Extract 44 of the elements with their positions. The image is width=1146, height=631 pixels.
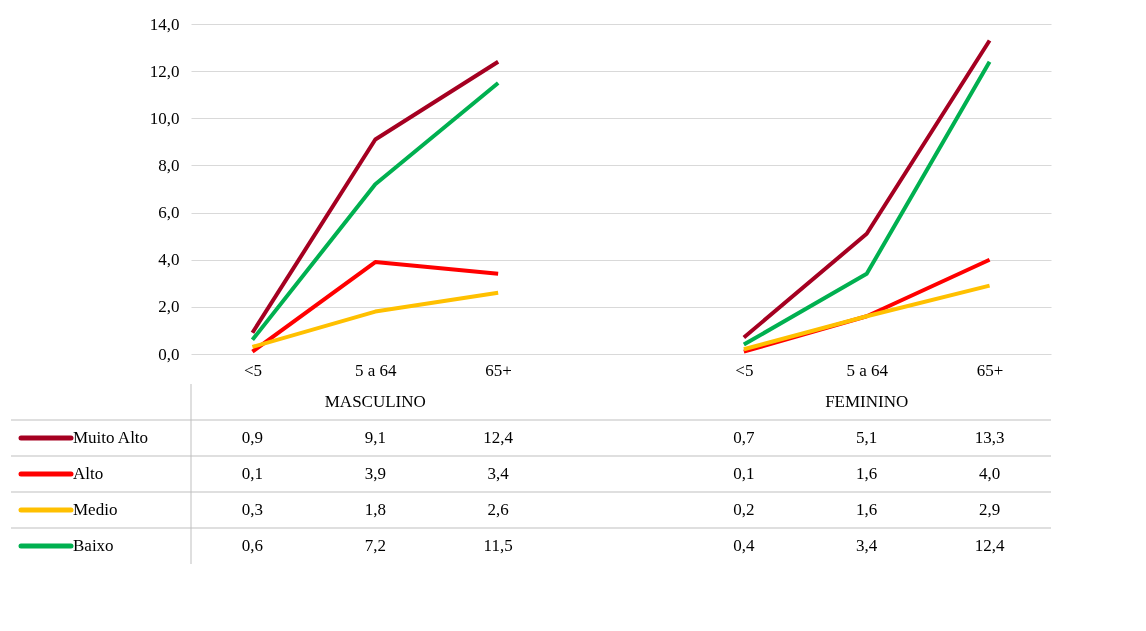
data-label: 11,5 [483,536,513,555]
x-tick-label: <5 [735,360,754,380]
data-label: 0,2 [733,500,755,519]
x-tick-label: 65+ [485,360,512,380]
data-label: 7,2 [364,536,386,555]
data-label: 5,1 [856,428,878,447]
x-tick-label: <5 [243,360,262,380]
data-label: 0,3 [241,500,264,519]
data-label: 2,6 [487,500,509,519]
data-label: 0,7 [733,428,755,447]
legend-label: Alto [73,464,104,483]
legend-label: Medio [73,500,118,519]
y-tick-label: 12,0 [149,61,180,81]
data-label: 0,1 [733,464,755,483]
data-label: 3,9 [364,464,386,483]
legend-label: Muito Alto [73,428,149,447]
x-tick-label: 5 a 64 [355,360,398,380]
x-tick-label: 5 a 64 [846,360,889,380]
data-label: 0,9 [241,428,264,447]
data-label: 0,6 [241,536,264,555]
y-tick-label: 10,0 [149,108,180,128]
y-tick-label: 6,0 [158,203,180,223]
y-tick-label: 0,0 [158,344,180,364]
data-label: 12,4 [974,536,1005,555]
data-label: 13,3 [974,428,1005,447]
data-label: 4,0 [978,464,1001,483]
text: FEMININO [825,392,909,411]
data-label: 2,9 [978,500,1001,519]
data-label: 1,6 [856,464,878,483]
text: MASCULINO [324,392,426,411]
data-label: 3,4 [856,536,878,555]
data-label: 0,1 [241,464,264,483]
y-tick-label: 8,0 [158,155,180,175]
data-label: 1,8 [364,500,386,519]
data-label: 3,4 [487,464,510,483]
y-tick-label: 14,0 [149,14,180,34]
data-label: 9,1 [364,428,386,447]
data-label: 12,4 [483,428,514,447]
legend-label: Baixo [73,536,114,555]
data-label: 1,6 [856,500,878,519]
y-tick-label: 2,0 [158,297,180,317]
data-label: 0,4 [733,536,755,555]
x-tick-label: 65+ [976,360,1004,380]
y-tick-label: 4,0 [158,250,180,270]
